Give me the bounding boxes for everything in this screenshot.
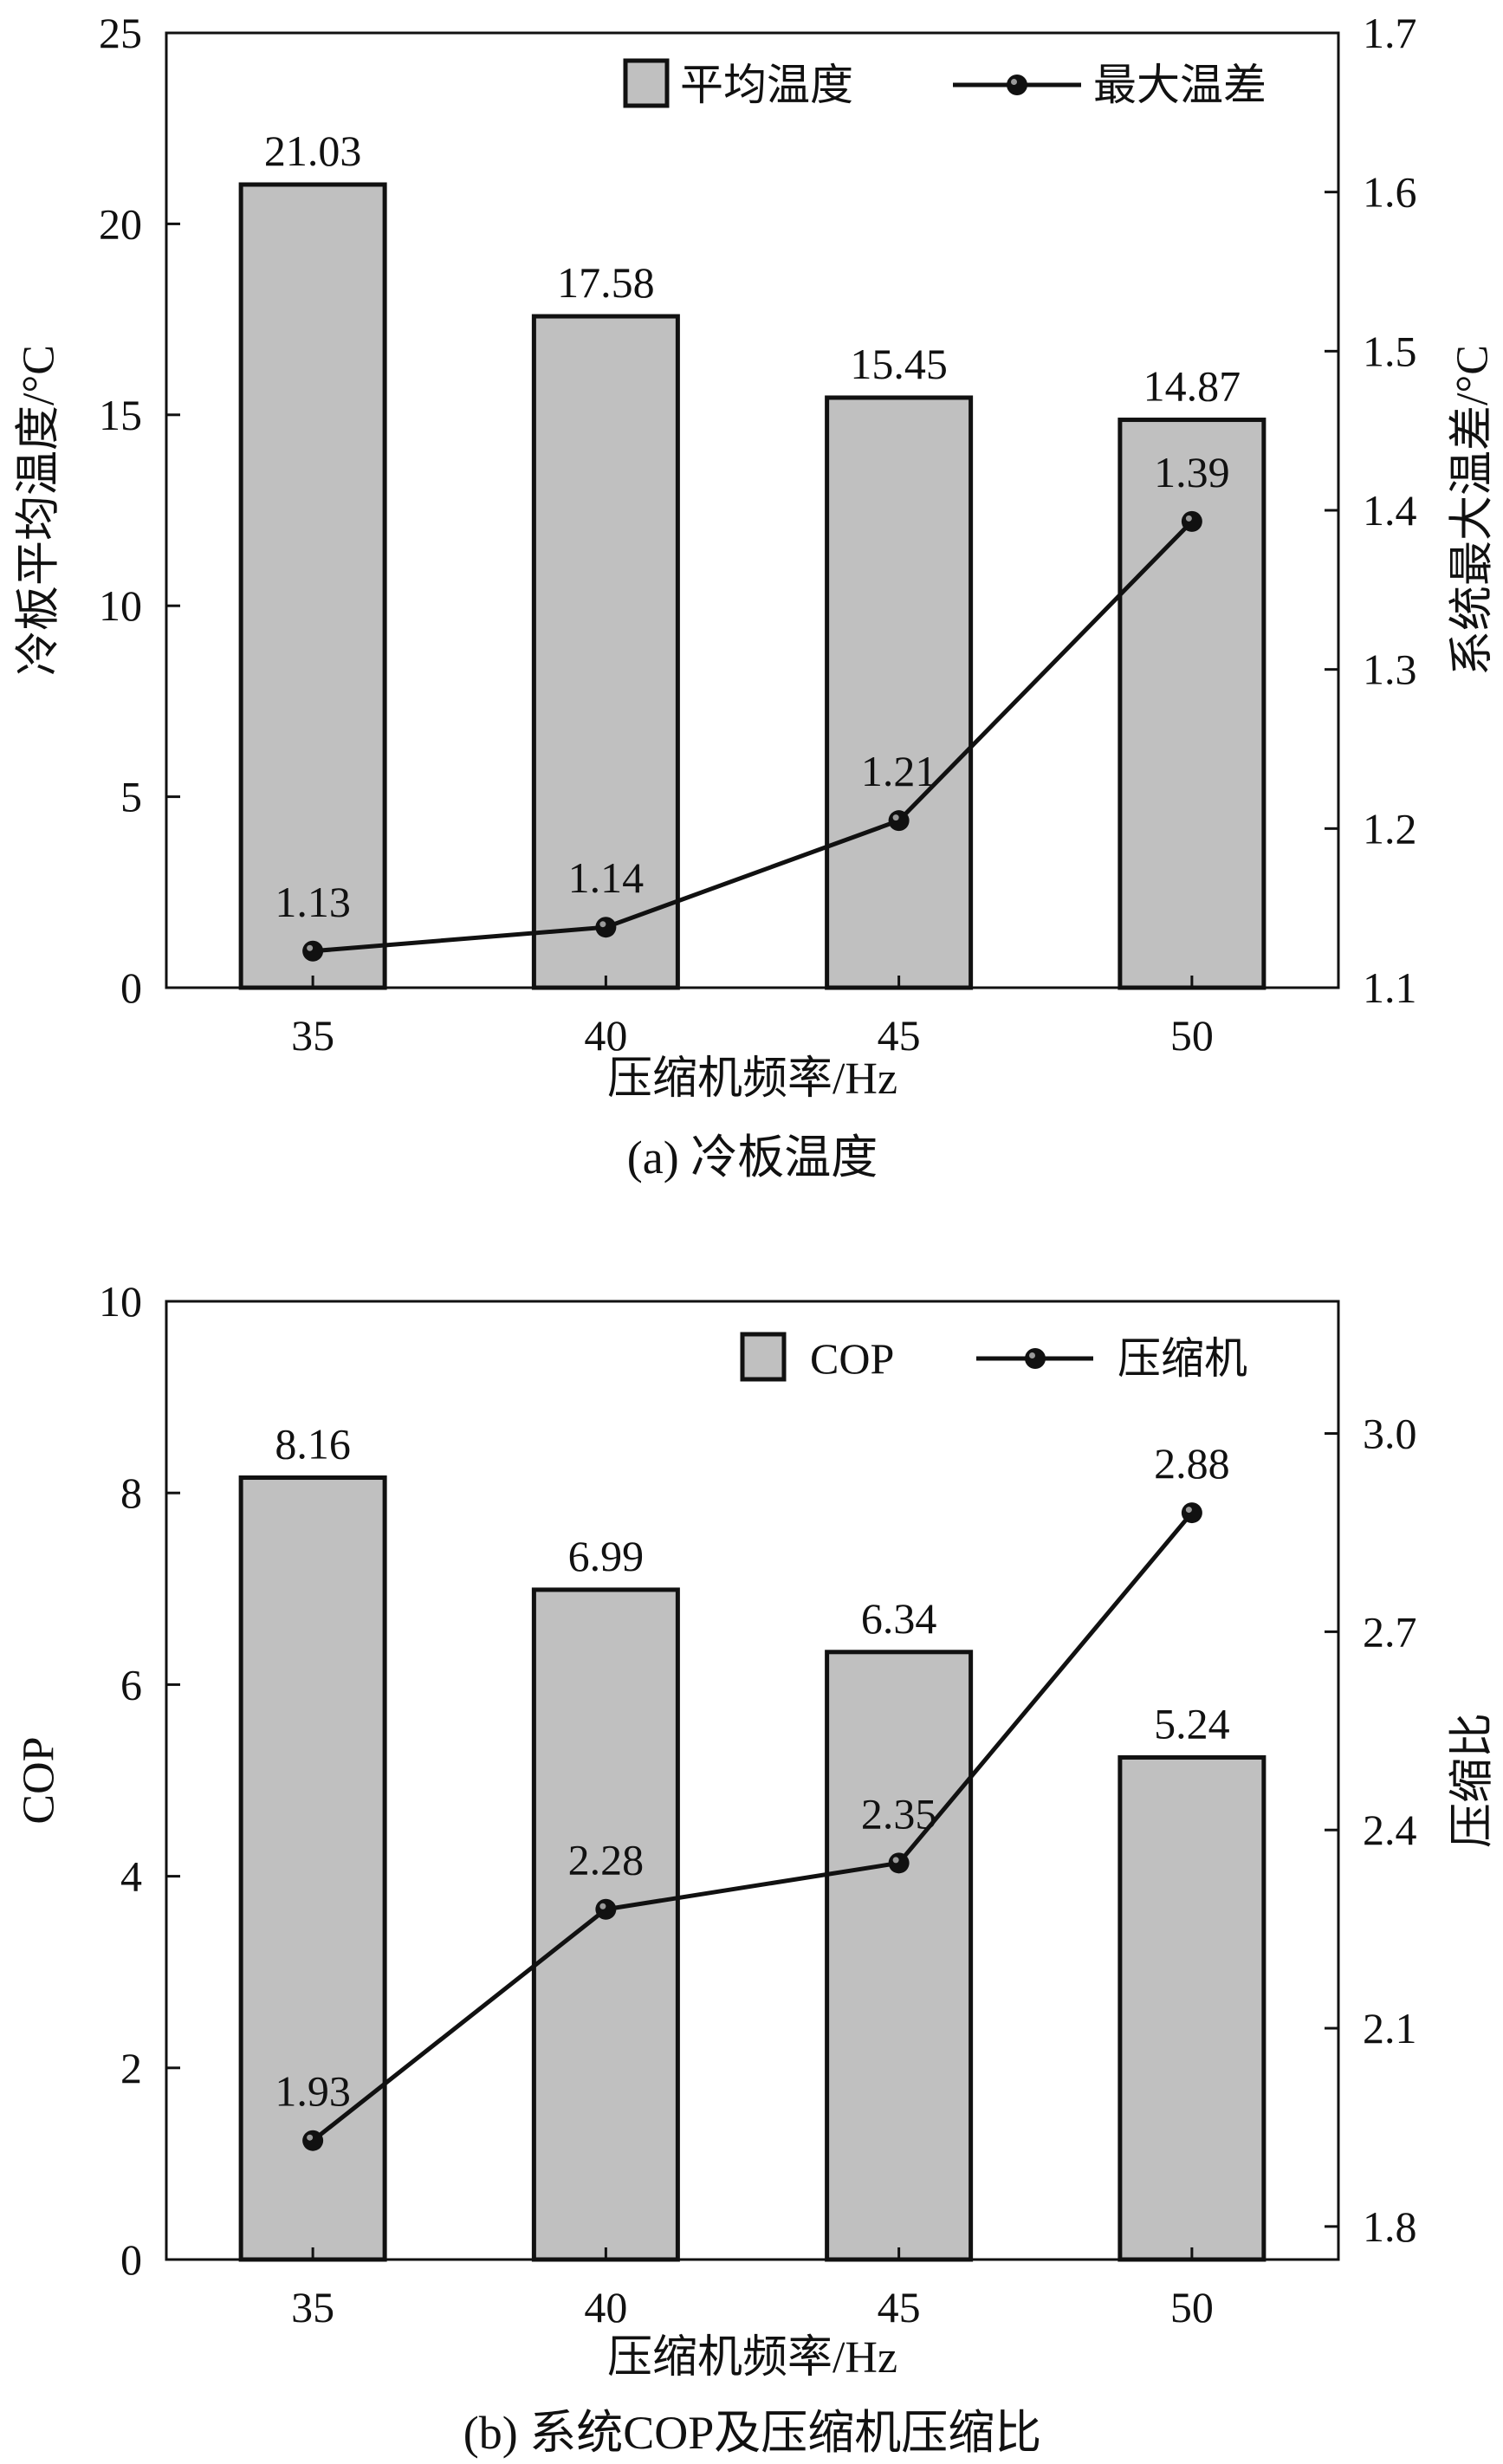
- line-point-35: [302, 940, 324, 962]
- right-axis-tick-label: 2.7: [1363, 1607, 1417, 1656]
- bar-35: [238, 182, 387, 990]
- bar-45: [825, 395, 974, 990]
- legend-line-label: 最大温差: [1093, 61, 1267, 109]
- bar-50: [1118, 1754, 1267, 2262]
- line-point-highlight: [307, 2134, 314, 2141]
- right-axis-tick-label: 1.5: [1363, 327, 1417, 375]
- legend-line-label: 压缩机: [1118, 1334, 1247, 1383]
- bar-value-label: 5.24: [1154, 1699, 1230, 1747]
- legend-bar-swatch: [623, 58, 670, 108]
- left-axis-tick-label: 0: [120, 963, 142, 1012]
- line-value-label: 1.39: [1154, 448, 1230, 496]
- line-point-highlight: [1185, 515, 1192, 522]
- line-point-50: [1181, 1502, 1202, 1524]
- x-axis-tick-label: 35: [291, 2283, 334, 2331]
- line-value-label: 1.93: [275, 2067, 351, 2116]
- right-axis-title: 系统最大温差/°C: [1448, 345, 1498, 676]
- left-axis-tick-label: 5: [120, 773, 142, 821]
- bar-value-label: 14.87: [1143, 362, 1241, 411]
- left-axis-tick-label: 20: [99, 199, 142, 248]
- right-axis-tick-label: 1.6: [1363, 168, 1417, 217]
- bar-value-label: 8.16: [275, 1420, 351, 1469]
- chart-caption: (a) 冷板温度: [627, 1131, 878, 1183]
- line-point-40: [595, 917, 617, 938]
- bar-40: [531, 1587, 680, 2262]
- bar-50: [1118, 418, 1267, 990]
- plot-frame: [165, 1300, 1340, 2261]
- left-axis-tick-label: 10: [99, 1277, 142, 1326]
- legend-line-marker: [1025, 1348, 1046, 1369]
- line-series-最大温差: [312, 520, 1194, 954]
- right-axis-tick-label: 1.7: [1363, 9, 1417, 57]
- bar-40: [531, 314, 680, 990]
- line-point-highlight: [892, 1857, 899, 1864]
- bar-35: [238, 1475, 387, 2262]
- x-axis-tick-label: 50: [1170, 2283, 1214, 2331]
- left-axis-title: 冷板平均温度/°C: [15, 345, 64, 676]
- right-axis-tick-label: 2.4: [1363, 1806, 1417, 1854]
- bar-value-label: 21.03: [264, 126, 362, 175]
- x-axis-title: 压缩机频率/Hz: [607, 2333, 897, 2383]
- right-axis-tick-label: 1.3: [1363, 645, 1417, 694]
- left-axis-tick-label: 8: [120, 1469, 142, 1517]
- x-axis-tick-label: 45: [878, 2283, 921, 2331]
- x-axis-tick-label: 35: [291, 1011, 334, 1060]
- right-axis-tick-label: 1.2: [1363, 804, 1417, 853]
- chart-a-cold-plate-temperature: 21.03 17.58 15.45 14.87 0 5 10 15 20 25 1.1 1.2 1.3 1…: [15, 9, 1498, 1183]
- bar-value-label: 15.45: [850, 340, 948, 388]
- line-value-label: 2.88: [1154, 1439, 1230, 1488]
- legend-line-marker-highlight: [1011, 79, 1017, 85]
- x-axis-tick-label: 45: [878, 1011, 921, 1060]
- line-value-label: 2.28: [568, 1836, 645, 1884]
- bar-value-label: 6.34: [861, 1594, 937, 1643]
- x-axis-tick-label: 40: [584, 2283, 627, 2331]
- left-axis-tick-label: 6: [120, 1660, 142, 1709]
- right-axis-tick-label: 1.1: [1363, 963, 1417, 1012]
- legend-bar-label: COP: [810, 1334, 894, 1383]
- right-axis-tick-label: 1.8: [1363, 2202, 1417, 2251]
- left-axis-tick-label: 4: [120, 1852, 142, 1901]
- line-point-40: [595, 1898, 617, 1920]
- line-point-highlight: [892, 814, 899, 821]
- legend-line-marker-highlight: [1029, 1352, 1035, 1358]
- line-point-45: [888, 810, 910, 832]
- x-axis-tick-label: 50: [1170, 1011, 1214, 1060]
- line-value-label: 2.35: [861, 1789, 937, 1838]
- legend-bar-label: 平均温度: [680, 61, 853, 109]
- x-axis-title: 压缩机频率/Hz: [607, 1054, 897, 1104]
- chart-b-cop-compression-ratio: 8.16 6.99 6.34 5.24 0 2 4 6 8 10 1.8 2.1 2.4 2.7 3.0 35…: [15, 1277, 1498, 2459]
- left-axis-tick-label: 2: [120, 2044, 142, 2092]
- left-axis-tick-label: 0: [120, 2235, 142, 2284]
- line-point-highlight: [307, 944, 314, 951]
- line-point-35: [302, 2130, 324, 2151]
- bar-45: [825, 1650, 974, 2262]
- legend-bar-swatch: [740, 1332, 787, 1382]
- line-value-label: 1.13: [275, 878, 351, 926]
- line-point-highlight: [599, 1903, 606, 1910]
- line-value-label: 1.21: [861, 747, 937, 795]
- left-axis-tick-label: 10: [99, 581, 142, 630]
- bar-value-label: 17.58: [557, 258, 655, 307]
- left-axis-tick-label: 15: [99, 391, 142, 439]
- right-axis-title: 压缩比: [1448, 1713, 1498, 1848]
- x-axis-tick-label: 40: [584, 1011, 627, 1060]
- line-value-label: 1.14: [568, 853, 645, 902]
- bar-value-label: 6.99: [568, 1532, 645, 1580]
- right-axis-tick-label: 3.0: [1363, 1410, 1417, 1458]
- right-axis-tick-label: 1.4: [1363, 486, 1417, 535]
- right-axis-tick-label: 2.1: [1363, 2004, 1417, 2052]
- line-point-highlight: [1185, 1507, 1192, 1514]
- line-point-highlight: [599, 921, 606, 928]
- left-axis-title: COP: [15, 1736, 64, 1824]
- left-axis-tick-label: 25: [99, 9, 142, 57]
- line-point-45: [888, 1852, 910, 1874]
- chart-caption: (b) 系统COP及压缩机压缩比: [463, 2407, 1042, 2459]
- legend-line-marker: [1007, 75, 1027, 95]
- line-series-压缩机: [311, 1511, 1194, 2143]
- line-point-50: [1181, 510, 1202, 532]
